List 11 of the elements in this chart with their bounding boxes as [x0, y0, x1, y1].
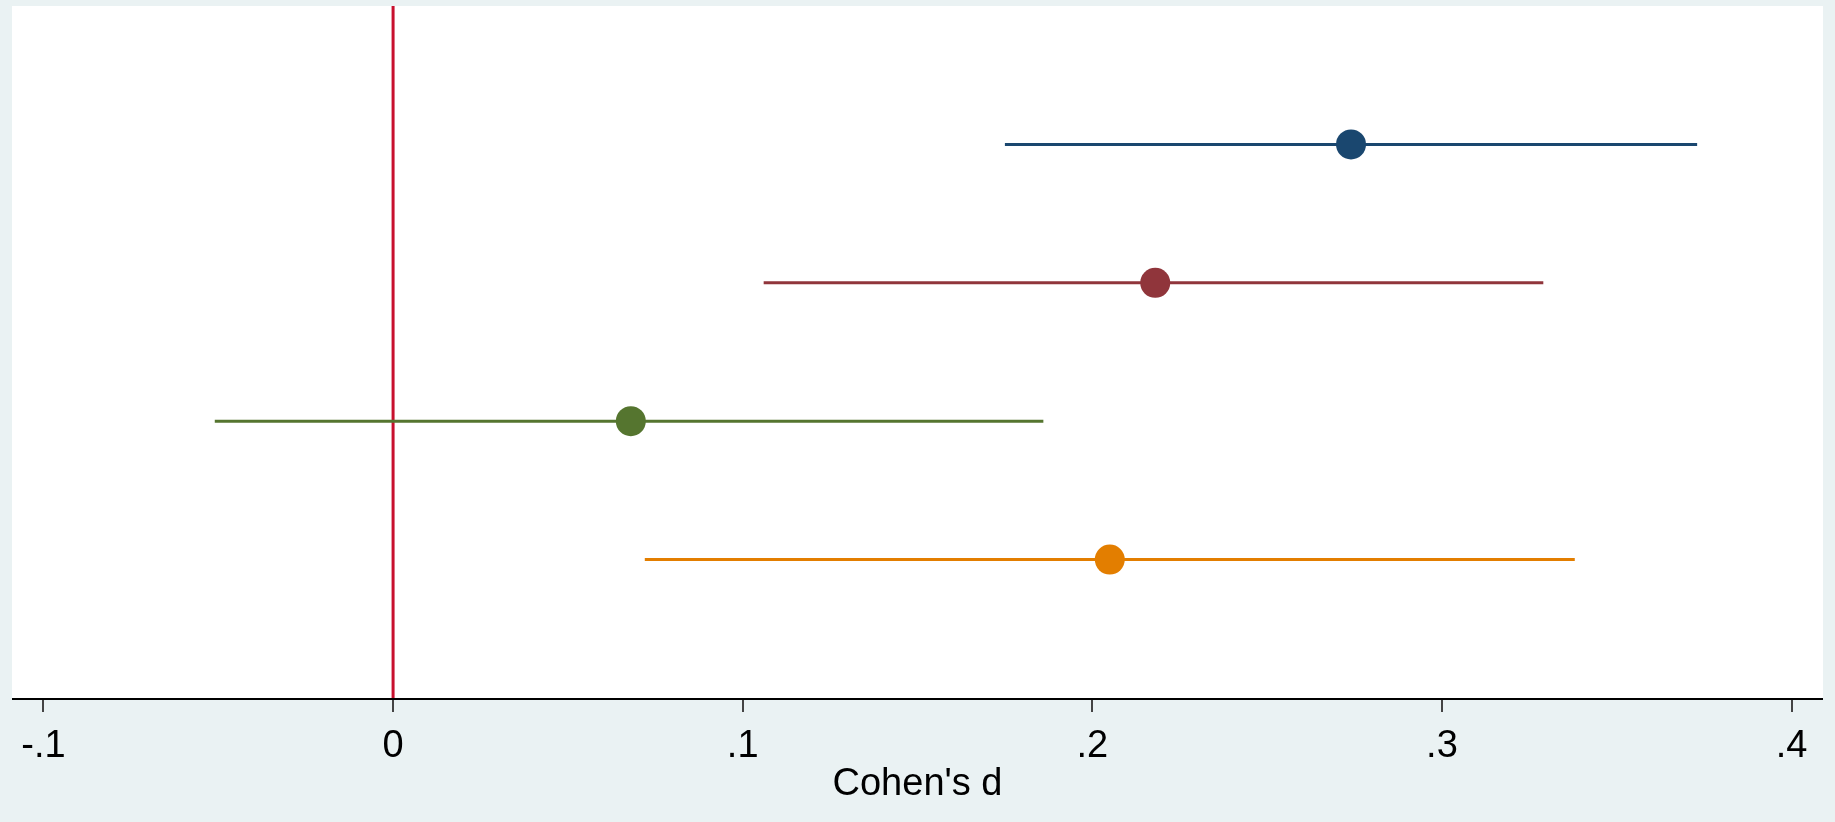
- point: [1094, 544, 1125, 575]
- x-tick-label: .2: [1076, 723, 1109, 766]
- point: [1336, 129, 1367, 160]
- point: [1140, 267, 1171, 298]
- x-axis-title: Cohen's d: [832, 760, 1003, 803]
- x-tick-label: 0: [382, 723, 404, 766]
- x-tick-label: -.1: [21, 723, 66, 766]
- x-tick-label: .4: [1775, 723, 1808, 766]
- x-tick-label: .3: [1426, 723, 1458, 766]
- point: [615, 406, 646, 437]
- x-tick-label: .1: [726, 723, 759, 766]
